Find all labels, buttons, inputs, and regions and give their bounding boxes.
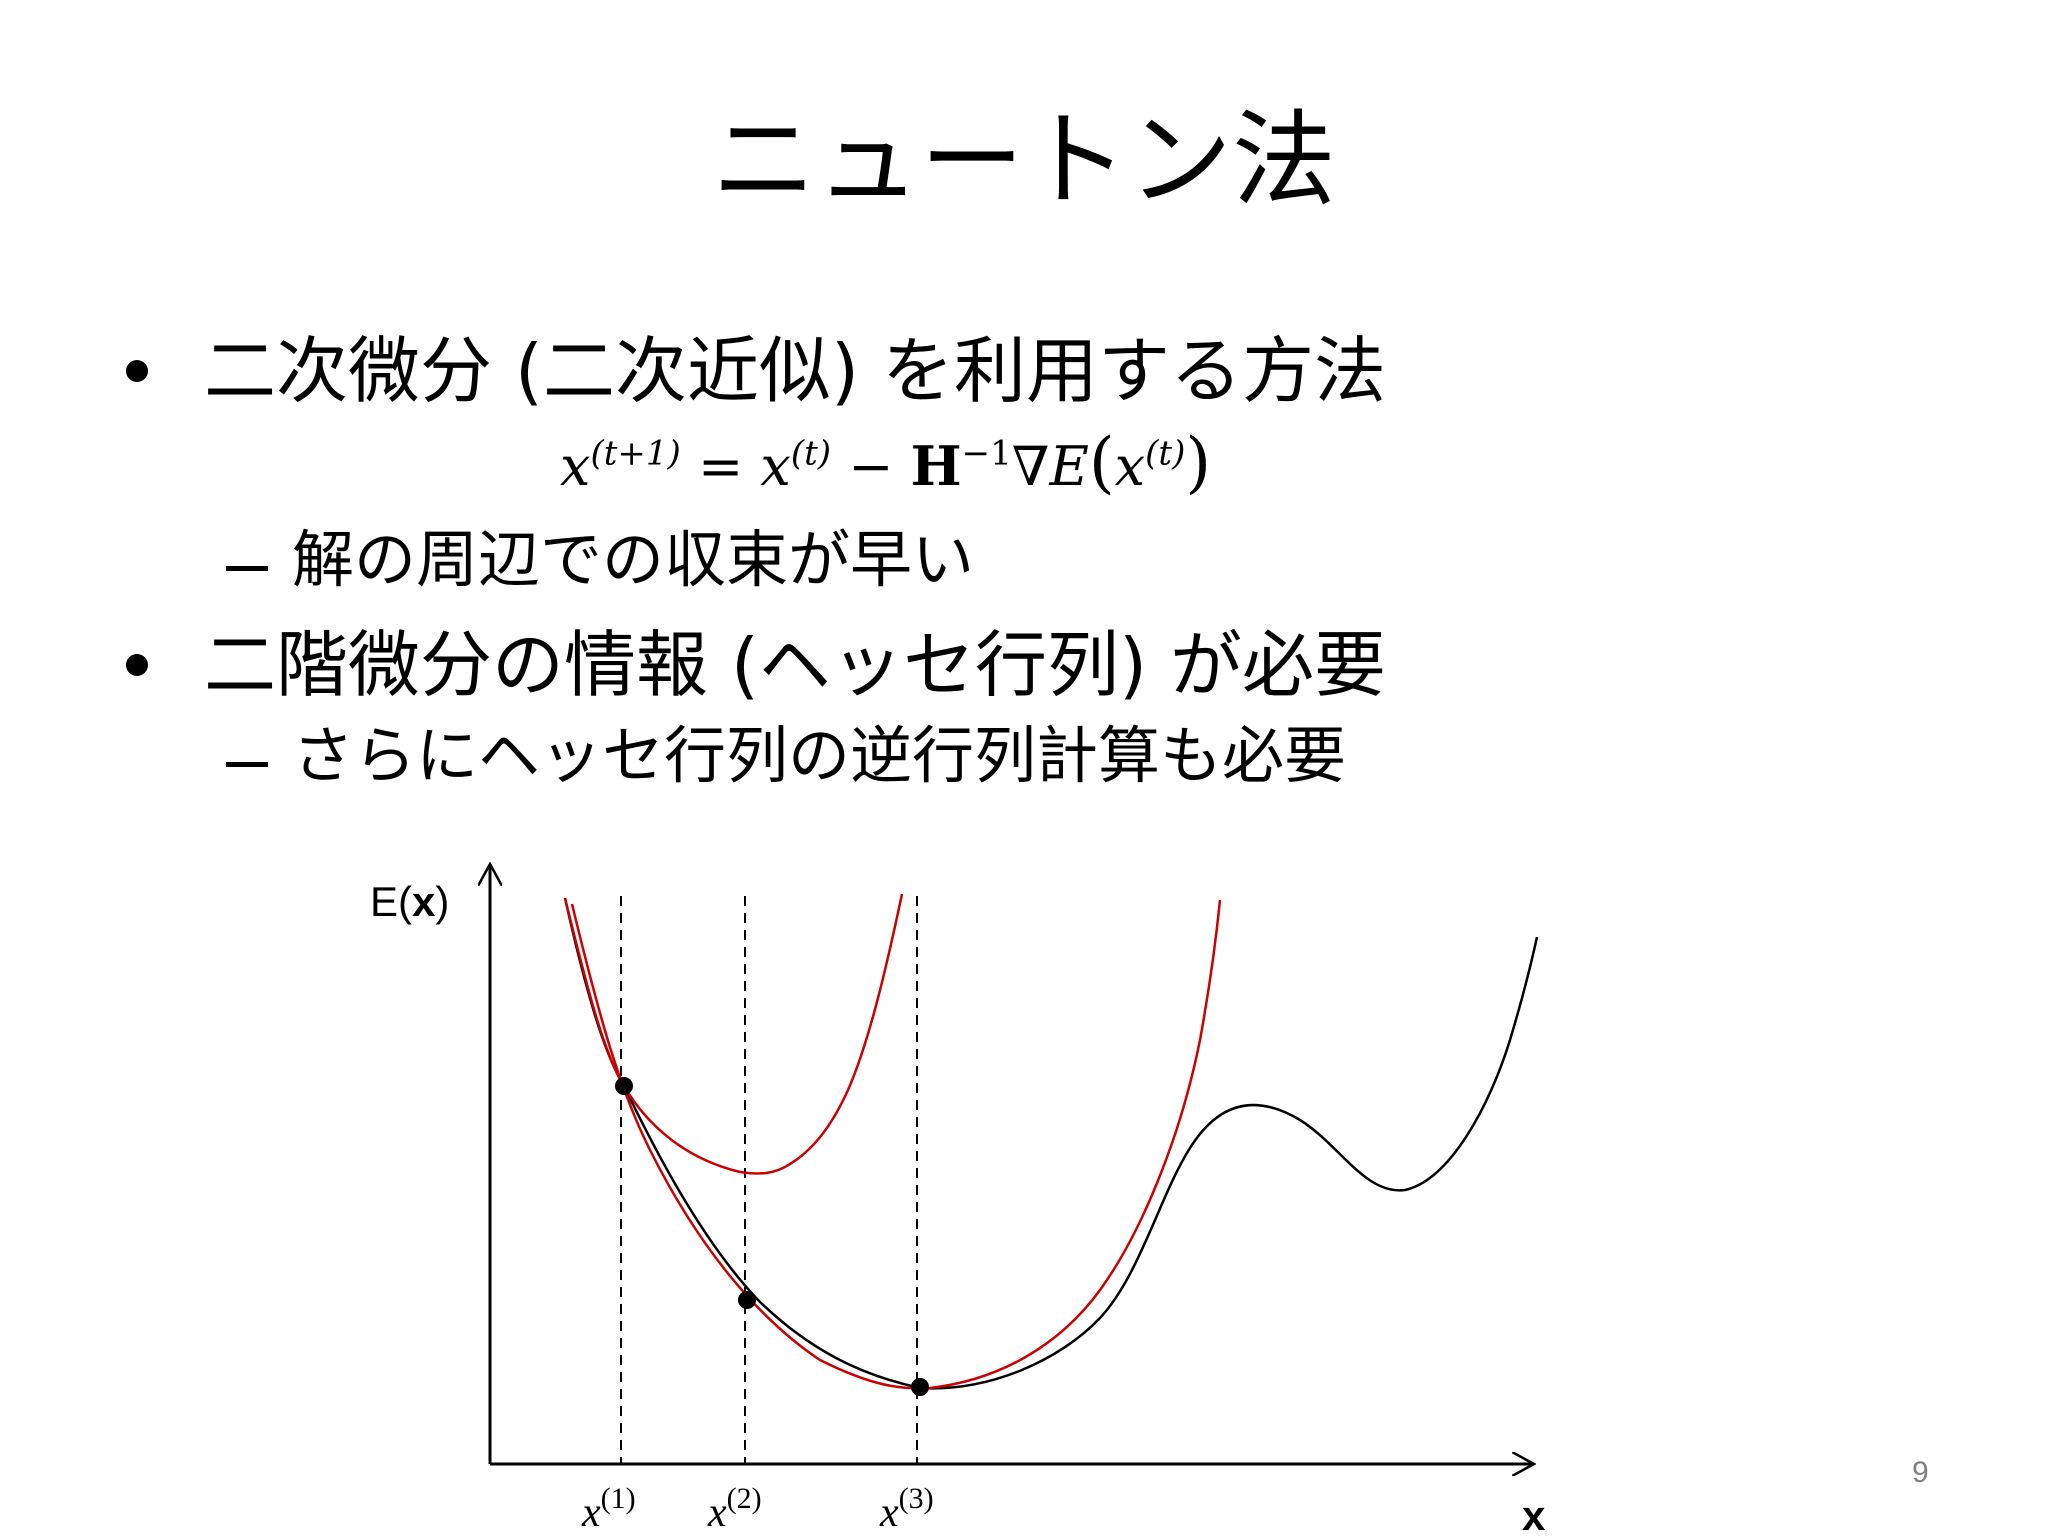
quadratic-approx-2: [570, 899, 1222, 1390]
y-axis-label-prefix: E(: [370, 878, 412, 925]
sub-item: さらにヘッセ行列の逆行列計算も必要: [292, 719, 1347, 792]
iterate-point-3: [911, 1378, 929, 1396]
bullet-marker: [126, 654, 148, 676]
iterate-label-var: x: [879, 1490, 899, 1536]
formula-lhs-var: x: [560, 435, 591, 498]
formula-gradient: ∇E: [1011, 435, 1089, 498]
formula-rhs-var: x: [760, 435, 791, 498]
bullet-item: 二次微分 (二次近似) を利用する方法: [204, 329, 1386, 413]
iterate-label-2: x(2): [707, 1482, 762, 1536]
y-axis-label-bold: x: [412, 878, 436, 925]
bullet-marker: [126, 360, 148, 382]
formula-arg-sup: (t): [1145, 433, 1186, 474]
iterate-point-1: [615, 1077, 633, 1095]
formula-hessian: H: [910, 434, 962, 498]
iterate-label-sup: (3): [899, 1482, 934, 1515]
newton-update-formula: x(t+1) = x(t) − H−1∇E(x(t)): [560, 424, 1212, 501]
formula-equals: =: [697, 435, 744, 498]
iterate-label-sup: (2): [727, 1482, 762, 1515]
iterate-label-var: x: [581, 1490, 601, 1536]
iterate-label-1: x(1): [581, 1482, 636, 1536]
formula-arg-var: x: [1114, 435, 1146, 498]
bullet-item: 二階微分の情報 (ヘッセ行列) が必要: [204, 623, 1386, 707]
formula-lhs-sup: (t+1): [590, 433, 681, 474]
iterate-label-var: x: [707, 1490, 727, 1536]
formula-rhs-sup: (t): [790, 433, 832, 474]
sub-item-marker: [226, 566, 268, 571]
page-number: 9: [1912, 1456, 1929, 1489]
formula-minus: −: [848, 435, 894, 498]
y-axis-label: E(x): [370, 878, 449, 925]
slide-title: ニュートン法: [711, 99, 1336, 221]
sub-item-marker: [226, 762, 268, 767]
x-axis-label: x: [1522, 1492, 1546, 1536]
iterate-label-3: x(3): [879, 1482, 934, 1536]
iterate-point-2: [738, 1291, 756, 1309]
iterate-label-sup: (1): [601, 1482, 636, 1515]
y-axis-label-suffix: ): [435, 878, 449, 925]
objective-curve: [563, 897, 1539, 1390]
quadratic-approx-1: [563, 893, 904, 1175]
sub-item: 解の周辺での収束が早い: [292, 523, 975, 596]
formula-hessian-sup: −1: [961, 433, 1012, 474]
